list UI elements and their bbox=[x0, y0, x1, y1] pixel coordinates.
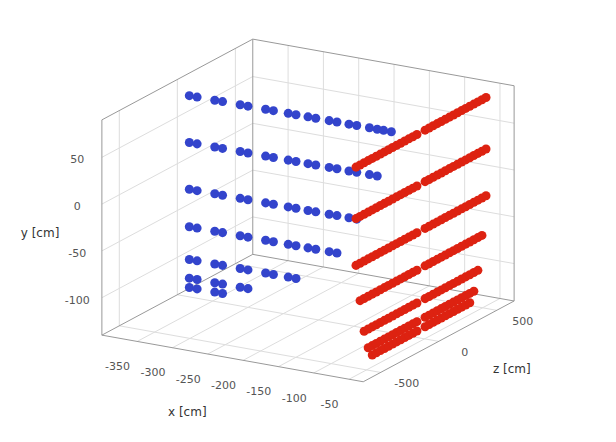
svg-text:-500: -500 bbox=[394, 377, 419, 390]
svg-text:-150: -150 bbox=[246, 385, 271, 398]
svg-text:-100: -100 bbox=[65, 294, 90, 307]
svg-text:-50: -50 bbox=[68, 247, 86, 260]
svg-text:0: 0 bbox=[461, 346, 468, 359]
svg-text:-200: -200 bbox=[211, 379, 236, 392]
svg-text:y [cm]: y [cm] bbox=[21, 226, 60, 240]
svg-text:z [cm]: z [cm] bbox=[493, 362, 531, 376]
svg-text:x [cm]: x [cm] bbox=[168, 405, 207, 419]
svg-text:-350: -350 bbox=[105, 360, 130, 373]
svg-text:0: 0 bbox=[74, 200, 81, 213]
svg-text:-250: -250 bbox=[176, 373, 201, 386]
svg-text:-100: -100 bbox=[282, 392, 307, 405]
svg-text:-50: -50 bbox=[321, 398, 339, 411]
svg-text:500: 500 bbox=[512, 315, 533, 328]
svg-text:50: 50 bbox=[70, 153, 84, 166]
svg-text:-300: -300 bbox=[140, 366, 165, 379]
